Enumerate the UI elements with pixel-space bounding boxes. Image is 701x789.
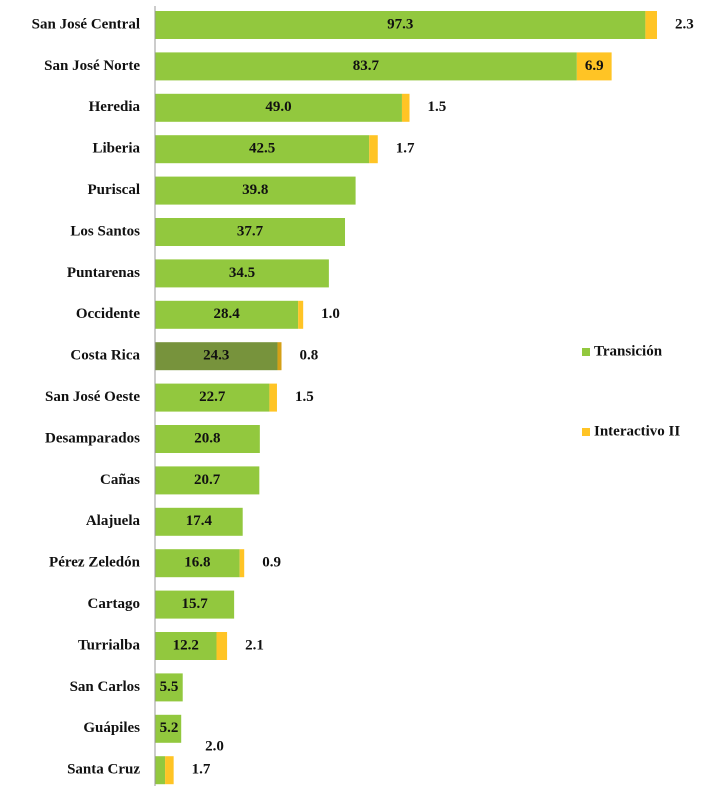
- y-tick-label: San José Norte: [44, 58, 140, 74]
- bar-segment: [269, 383, 277, 412]
- data-label: 20.7: [194, 472, 221, 488]
- data-label: 2.3: [675, 16, 694, 32]
- data-label: 28.4: [213, 306, 240, 322]
- data-label: 97.3: [387, 16, 413, 32]
- data-label: 22.7: [199, 389, 226, 405]
- data-label: 49.0: [265, 99, 291, 115]
- data-label: 34.5: [229, 265, 255, 281]
- y-tick-label: Santa Cruz: [67, 762, 140, 778]
- data-label: 37.7: [237, 223, 264, 239]
- bar-segment: [239, 549, 245, 578]
- bar-segment: [155, 135, 370, 164]
- data-label: 0.9: [262, 555, 281, 571]
- legend-swatch: [582, 348, 590, 356]
- bar-segment: [155, 590, 235, 619]
- bar-segment: [277, 342, 282, 371]
- bar-segment: [216, 632, 228, 660]
- y-tick-label: Puriscal: [88, 182, 141, 198]
- data-label: 5.5: [160, 679, 179, 695]
- data-label: 6.9: [585, 58, 604, 74]
- bar-segment: [155, 507, 243, 536]
- y-tick-label: Desamparados: [45, 430, 140, 446]
- bar-segment: [576, 52, 612, 81]
- bar-segment: [401, 93, 410, 122]
- data-label: 2.1: [245, 637, 264, 653]
- y-tick-label: San José Central: [32, 16, 140, 32]
- bar-segment: [155, 52, 577, 81]
- y-tick-label: Heredia: [89, 99, 141, 115]
- bar-segment: [155, 673, 183, 702]
- data-label: 12.2: [173, 637, 199, 653]
- data-label: 39.8: [242, 182, 268, 198]
- y-tick-label: Cañas: [100, 472, 140, 488]
- data-label: 5.2: [160, 720, 179, 736]
- data-label: 1.7: [192, 762, 211, 778]
- legend-label: Interactivo II: [594, 423, 680, 439]
- data-label: 17.4: [186, 513, 213, 529]
- y-tick-label: Guápiles: [83, 720, 140, 736]
- bar-segment: [155, 714, 182, 743]
- legend-label: Transición: [594, 343, 663, 359]
- bar-segment: [155, 259, 329, 288]
- data-label: 24.3: [203, 348, 229, 364]
- y-tick-label: Alajuela: [86, 513, 141, 529]
- bar-segment: [155, 176, 356, 205]
- data-label: 1.5: [428, 99, 447, 115]
- data-label: 1.5: [295, 389, 314, 405]
- bar-segment: [155, 383, 270, 412]
- y-tick-label: Turrialba: [78, 637, 140, 653]
- data-label: 1.7: [396, 141, 415, 157]
- y-tick-label: Occidente: [76, 306, 140, 322]
- bar-segment: [298, 300, 304, 329]
- legend-swatch: [582, 428, 590, 436]
- bar-segment: [155, 549, 240, 578]
- y-tick-label: Los Santos: [70, 223, 140, 239]
- data-label: 2.0: [205, 739, 224, 755]
- bar-segment: [155, 300, 299, 329]
- bar-segment: [155, 93, 402, 122]
- bar-segment: [645, 11, 657, 39]
- y-tick-label: Puntarenas: [67, 265, 140, 281]
- bar-segment: [155, 466, 260, 495]
- data-label: 1.0: [321, 306, 340, 322]
- data-label: 16.8: [184, 555, 210, 571]
- bar-segment: [155, 425, 260, 453]
- data-label: 0.8: [300, 348, 319, 364]
- y-tick-label: San Carlos: [70, 679, 141, 695]
- data-label: 83.7: [353, 58, 380, 74]
- y-tick-label: Pérez Zeledón: [49, 555, 141, 571]
- y-tick-label: Cartago: [88, 596, 141, 612]
- bar-segment: [155, 11, 646, 39]
- y-tick-label: Costa Rica: [70, 348, 140, 364]
- bar-segment: [155, 632, 217, 660]
- y-tick-label: Liberia: [93, 141, 141, 157]
- bar-segment: [155, 342, 278, 371]
- bar-segment: [165, 756, 174, 785]
- data-label: 20.8: [194, 430, 220, 446]
- bar-segment: [155, 218, 346, 246]
- data-label: 42.5: [249, 141, 275, 157]
- data-label: 15.7: [181, 596, 208, 612]
- y-tick-label: San José Oeste: [45, 389, 140, 405]
- bar-segment: [155, 756, 166, 785]
- bar-segment: [369, 135, 378, 164]
